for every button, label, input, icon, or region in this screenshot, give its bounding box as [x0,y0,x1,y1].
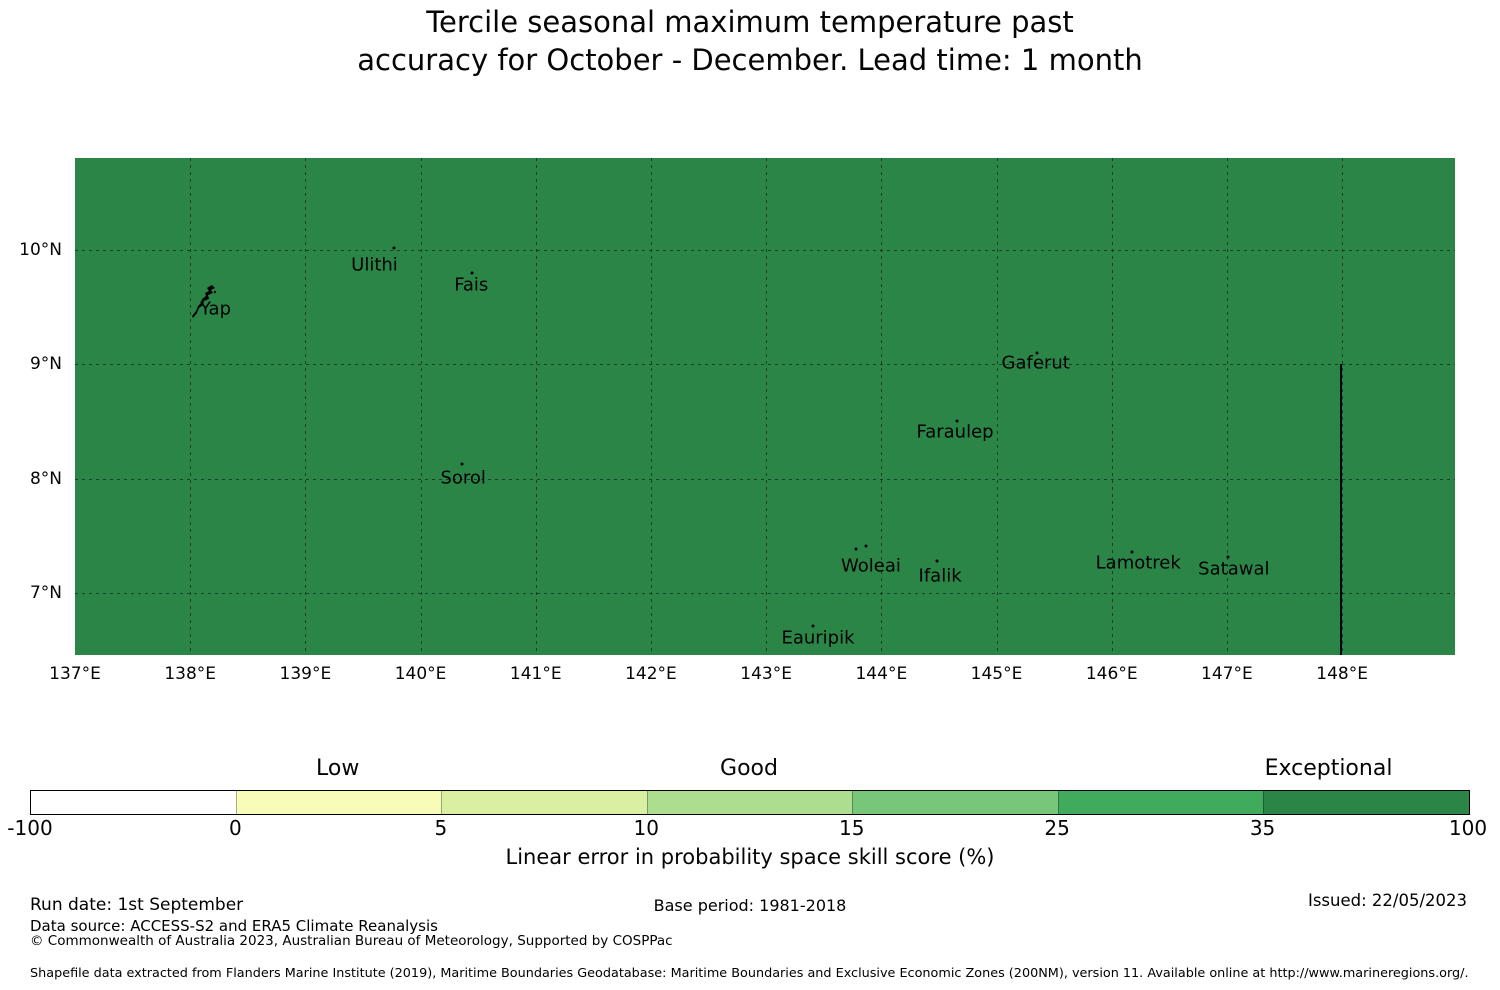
y-axis-tick-label: 10°N [19,239,62,260]
island-dot-woleai [854,547,858,550]
footer-run-date: Run date: 1st September [30,895,244,915]
x-axis-tick-label: 142°E [625,664,677,684]
island-dot-gaferut [1035,351,1039,355]
longitude-gridline [305,158,307,655]
island-label-ulithi: Ulithi [351,254,398,275]
latitude-gridline [75,593,1455,595]
colorbar-segment [235,791,442,814]
island-dot-faraulep [955,419,959,423]
footer-data-source: Data source: ACCESS-S2 and ERA5 Climate … [30,917,438,935]
longitude-gridline [1342,158,1344,655]
colorbar-segment [646,791,853,814]
longitude-gridline [1111,158,1113,655]
island-dot-sorol [460,462,464,466]
y-axis-tick-label: 7°N [29,583,62,604]
x-axis-tick-label: 143°E [740,664,792,684]
footer-copyright: © Commonwealth of Australia 2023, Austra… [30,933,673,949]
longitude-gridline [420,158,422,655]
colorbar-segment [1263,791,1470,814]
colorbar-segment [852,791,1058,814]
island-label-eauripik: Eauripik [781,627,855,649]
colorbar-tick-label: 35 [1249,816,1276,840]
x-axis-tick-label: 138°E [164,664,217,684]
colorbar-tick-label: 10 [633,816,660,840]
longitude-gridline [1226,158,1228,655]
eez-boundary-line [1339,364,1342,655]
island-dot-satawal [1226,555,1230,559]
yap-island-shape [192,285,217,318]
island-label-sorol: Sorol [440,467,486,488]
footer-base-period: Base period: 1981-2018 [653,896,847,915]
longitude-gridline [766,158,768,655]
island-label-satawal: Satawal [1198,558,1270,580]
x-axis-tick-label: 140°E [394,664,447,684]
island-dot-woleai [864,544,868,548]
island-label-woleai: Woleai [841,555,901,577]
x-axis-tick-label: 137°E [49,664,101,684]
island-dot-eauripik [811,624,815,628]
x-axis-tick-label: 148°E [1316,664,1368,684]
title-line-1: Tercile seasonal maximum temperature pas… [426,5,1074,39]
y-axis-tick-label: 9°N [29,354,62,375]
colorbar-tick-label: 100 [1448,816,1488,840]
latitude-gridline [75,364,1455,366]
island-dot-lamotrek [1130,550,1134,554]
island-label-lamotrek: Lamotrek [1095,552,1181,574]
longitude-gridline [190,158,192,655]
colorbar-segment [441,791,647,814]
footer-shapefile-note: Shapefile data extracted from Flanders M… [30,966,1469,981]
island-dot-ifalik [935,559,939,563]
colorbar-category-label: Exceptional [1264,756,1393,781]
colorbar-tick-label: 0 [229,816,242,840]
y-axis-tick-label: 8°N [29,468,62,489]
island-dot-ulithi [392,246,396,250]
colorbar-category-label: Good [720,756,778,781]
island-label-ifalik: Ifalik [918,565,962,587]
colorbar-category-label: Low [316,756,360,781]
figure-title: Tercile seasonal maximum temperature pas… [0,3,1500,79]
x-axis-tick-label: 146°E [1085,664,1138,684]
longitude-gridline [996,158,998,655]
colorbar-segment [31,791,236,814]
colorbar-tick-label: 15 [838,816,865,840]
x-axis-tick-label: 147°E [1201,664,1253,684]
latitude-gridline [75,478,1455,480]
longitude-gridline [650,158,652,655]
island-dot-fais [470,271,474,275]
latitude-gridline [75,249,1455,251]
colorbar [30,790,1470,815]
colorbar-tick-label: 25 [1044,816,1070,840]
island-label-yap: Yap [200,298,232,320]
island-label-faraulep: Faraulep [916,421,994,443]
x-axis-tick-label: 144°E [855,664,908,684]
colorbar-tick-label: 5 [434,816,448,840]
x-axis-tick-label: 145°E [970,664,1023,684]
x-axis-tick-label: 139°E [279,664,332,684]
longitude-gridline [881,158,883,655]
map-canvas: Yap Ulithi Fais Sorol Gaferut Faraulep Woleai I… [75,158,1455,655]
colorbar-caption: Linear error in probability space skill … [505,845,995,869]
title-line-2: accuracy for October - December. Lead ti… [357,43,1143,77]
colorbar-tick-label: -100 [7,816,53,840]
island-label-fais: Fais [454,274,489,296]
longitude-gridline [535,158,537,655]
x-axis-tick-label: 141°E [509,664,562,684]
island-label-gaferut: Gaferut [1001,352,1070,374]
colorbar-segment [1057,791,1264,814]
footer-issued-date: Issued: 22/05/2023 [1307,891,1467,910]
